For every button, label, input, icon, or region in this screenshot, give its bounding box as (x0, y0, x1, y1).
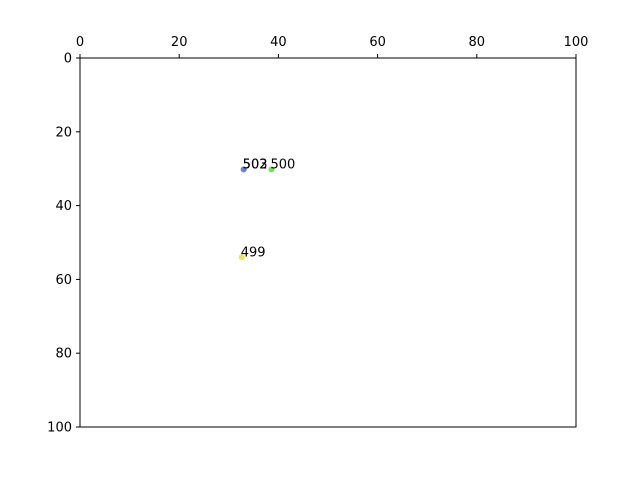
y-axis: 0 20 40 60 80 100 (47, 52, 80, 436)
y-tick-label: 80 (55, 347, 72, 362)
y-tick-label: 40 (55, 199, 72, 214)
x-tick-label: 60 (369, 35, 386, 50)
scatter-point (268, 166, 275, 173)
plot-frame (79, 57, 577, 428)
x-tick-label: 0 (76, 35, 84, 50)
plot-area (80, 58, 576, 427)
point-label: 500 (270, 157, 295, 172)
x-tick-label: 100 (564, 35, 589, 50)
y-tick-label: 60 (55, 273, 72, 288)
x-axis: 0 20 40 60 80 100 (76, 35, 589, 58)
point-label: 499 (241, 245, 266, 260)
x-tick-label: 20 (171, 35, 188, 50)
x-tick-label: 80 (469, 35, 486, 50)
scatter-point (238, 254, 245, 261)
point-label: 502 (243, 157, 268, 172)
point-label: 503 (243, 157, 268, 172)
y-tick-label: 20 (55, 125, 72, 140)
y-tick-label: 0 (64, 52, 72, 67)
scatter-point (240, 166, 247, 173)
y-tick-label: 100 (47, 421, 72, 436)
x-tick-label: 40 (270, 35, 287, 50)
